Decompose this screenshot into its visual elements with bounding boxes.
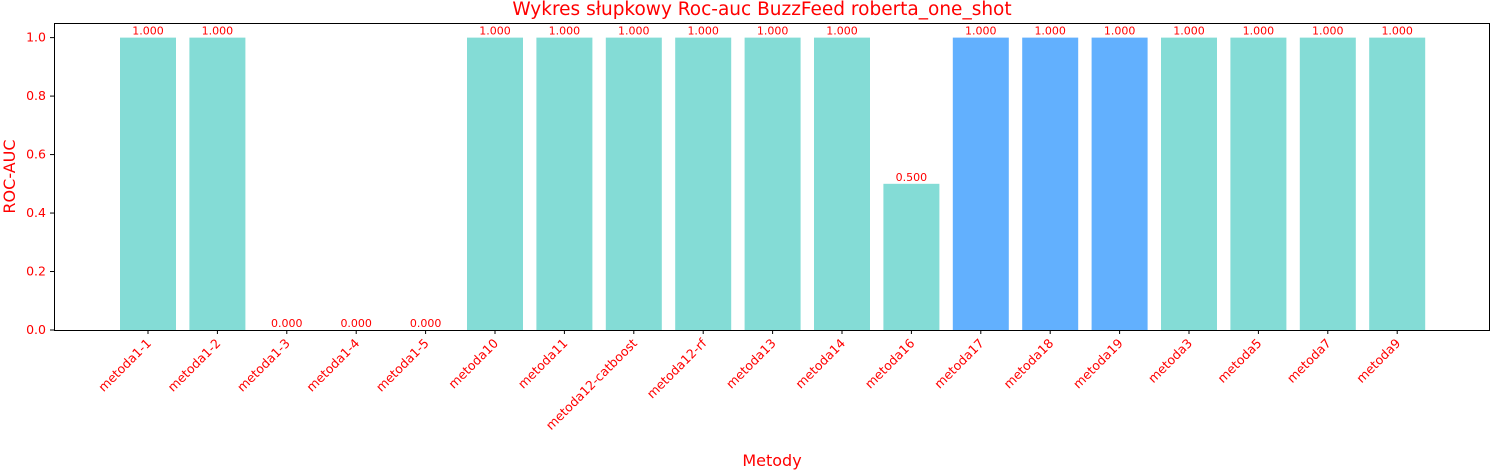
value-label-metoda12-rf: 1.000 [687, 25, 719, 38]
bar-metoda7 [1299, 37, 1356, 330]
bar-metoda1-2 [189, 37, 246, 330]
x-tick-label-metoda12-rf: metoda12-rf [644, 335, 710, 401]
value-label-metoda1-1: 1.000 [132, 25, 164, 38]
x-tick-label-metoda7: metoda7 [1284, 336, 1334, 386]
value-label-metoda1-4: 0.000 [340, 317, 372, 330]
y-tick-label: 0.0 [26, 322, 46, 337]
x-tick-label-metoda14: metoda14 [792, 335, 848, 391]
value-label-metoda16: 0.500 [896, 171, 928, 184]
x-tick-label-metoda16: metoda16 [862, 335, 918, 391]
bar-metoda13 [744, 37, 801, 330]
x-axis: metoda1-1 metoda1-2 metoda1-3 metoda1-4 meto… [95, 330, 1403, 433]
y-tick-label: 0.8 [26, 88, 46, 103]
y-tick-label: 1.0 [26, 30, 46, 45]
value-label-metoda1-5: 0.000 [410, 317, 442, 330]
y-axis: 0.0 0.2 0.4 0.6 0.8 1.0 [26, 30, 54, 337]
value-label-metoda9: 1.000 [1381, 25, 1413, 38]
bar-metoda14 [814, 37, 870, 330]
x-tick-label-metoda5: metoda5 [1214, 336, 1264, 386]
bar-metoda17 [952, 37, 1009, 330]
value-label-metoda1-3: 0.000 [271, 317, 303, 330]
x-axis-title: Metody [742, 451, 801, 470]
value-label-metoda5: 1.000 [1243, 25, 1275, 38]
value-label-metoda17: 1.000 [965, 25, 997, 38]
y-tick-label: 0.2 [26, 264, 46, 279]
bar-metoda10 [467, 37, 523, 330]
bar-metoda9 [1369, 37, 1426, 330]
x-tick-label-metoda1-5: metoda1-5 [373, 336, 432, 395]
bar-metoda11 [536, 37, 593, 330]
bar-metoda5 [1230, 37, 1287, 330]
value-label-metoda13: 1.000 [757, 25, 789, 38]
value-label-metoda7: 1.000 [1312, 25, 1344, 38]
value-label-metoda18: 1.000 [1034, 25, 1066, 38]
value-label-metoda19: 1.000 [1104, 25, 1136, 38]
x-tick-label-metoda17: metoda17 [931, 336, 987, 392]
x-tick-label-metoda9: metoda9 [1353, 335, 1403, 385]
bar-metoda3 [1161, 37, 1217, 330]
x-tick-label-metoda3: metoda3 [1145, 336, 1195, 386]
value-label-metoda1-2: 1.000 [202, 25, 234, 38]
x-tick-label-metoda18: metoda18 [1001, 335, 1057, 391]
value-labels-group: 1.000 1.000 0.000 0.000 0.000 1.000 1.000 1.000… [132, 25, 1413, 330]
x-tick-label-metoda10: metoda10 [445, 335, 501, 391]
x-tick-label-metoda13: metoda13 [723, 336, 779, 392]
x-tick-label-metoda1-3: metoda1-3 [234, 336, 293, 395]
x-tick-label-metoda19: metoda19 [1070, 335, 1126, 391]
x-tick-label-metoda1-2: metoda1-2 [165, 336, 224, 395]
bar-metoda1-1 [120, 37, 176, 330]
chart-title: Wykres słupkowy Roc-auc BuzzFeed roberta… [512, 0, 1011, 20]
value-label-metoda10: 1.000 [479, 25, 511, 38]
bar-metoda12-catboost [605, 37, 662, 330]
value-label-metoda14: 1.000 [826, 25, 858, 38]
bar-metoda18 [1022, 37, 1079, 330]
y-tick-label: 0.6 [26, 147, 46, 162]
value-label-metoda12-catboost: 1.000 [618, 25, 650, 38]
bar-metoda19 [1091, 37, 1148, 330]
x-tick-label-metoda1-4: metoda1-4 [303, 335, 362, 394]
bars-group [120, 37, 1426, 330]
value-label-metoda3: 1.000 [1173, 25, 1205, 38]
y-axis-title: ROC-AUC [0, 139, 19, 213]
bar-metoda12-rf [675, 37, 732, 330]
y-tick-label: 0.4 [26, 205, 46, 220]
value-label-metoda11: 1.000 [549, 25, 581, 38]
x-tick-label-metoda11: metoda11 [515, 336, 571, 392]
x-tick-label-metoda1-1: metoda1-1 [95, 336, 154, 395]
bar-metoda16 [883, 183, 940, 330]
